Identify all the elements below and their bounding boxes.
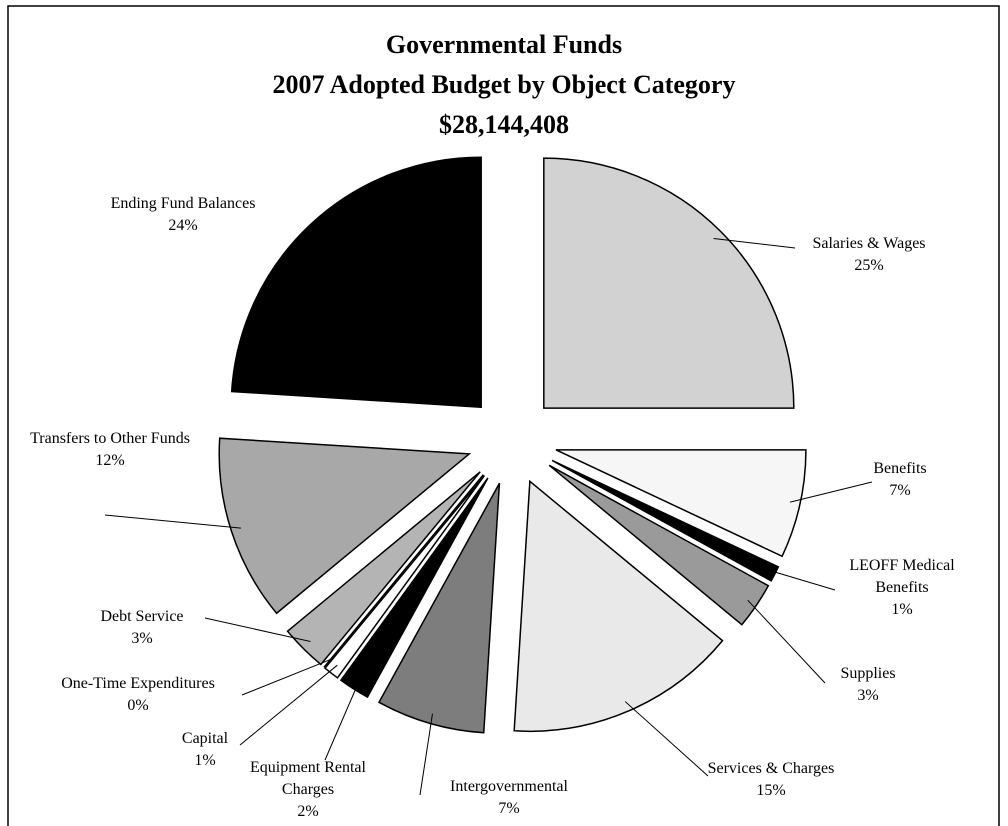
pie-slice [286, 471, 481, 666]
value-label: 12% [95, 452, 125, 469]
leader-line [419, 713, 433, 796]
leader-line [765, 568, 836, 591]
leader-line [104, 514, 241, 529]
pie-slice [324, 475, 486, 679]
pie-slice [377, 482, 501, 734]
pie-slice [339, 477, 489, 699]
frame [7, 5, 1000, 826]
category-label: LEOFF Medical Benefits [849, 557, 955, 596]
slice-label: Equipment Rental Charges 2% [238, 757, 378, 823]
value-label: 3% [857, 687, 879, 704]
category-label: Equipment Rental Charges [250, 759, 366, 798]
leader-line [747, 599, 826, 684]
slice-label: Capital 1% [155, 728, 255, 772]
pie-slice [555, 449, 807, 558]
category-label: One-Time Expenditures [61, 675, 215, 692]
value-label: 25% [854, 257, 884, 274]
slice-label: Salaries & Wages 25% [789, 233, 949, 277]
value-label: 15% [756, 782, 786, 799]
category-label: Capital [181, 730, 229, 747]
chart-title: Governmental Funds [385, 30, 623, 59]
pie-slice [543, 157, 795, 409]
pie-slice [230, 156, 482, 408]
value-label: 0% [127, 697, 149, 714]
slice-label: Debt Service 3% [72, 606, 212, 650]
slice-label: Intergovernmental 7% [419, 776, 599, 820]
slice-label: LEOFF Medical Benefits 1% [827, 555, 977, 621]
pie-slice [218, 437, 472, 615]
leader-line [241, 659, 331, 696]
total-annotation: $28,144,408 [439, 110, 569, 139]
slice-label: Services & Charges 15% [681, 758, 861, 802]
pie-slice [548, 464, 770, 626]
slice-label: Ending Fund Balances 24% [83, 193, 283, 237]
value-label: 7% [889, 482, 911, 499]
slice-label: Transfers to Other Funds 12% [20, 428, 200, 472]
category-label: Benefits [873, 460, 927, 477]
category-label: Services & Charges [707, 760, 835, 777]
slice-label: One-Time Expenditures 0% [28, 673, 248, 717]
category-label: Debt Service [100, 608, 184, 625]
category-label: Supplies [840, 665, 896, 682]
category-label: Ending Fund Balances [110, 195, 256, 212]
pie-slice [323, 474, 484, 668]
value-label: 24% [168, 217, 198, 234]
pie-slice [513, 479, 724, 733]
leader-line [713, 237, 796, 249]
value-label: 1% [891, 601, 913, 618]
value-label: 3% [131, 630, 153, 647]
slice-label: Supplies 3% [808, 663, 928, 707]
value-label: 2% [297, 803, 319, 820]
leader-line [624, 701, 709, 777]
leader-line [239, 664, 338, 746]
chart-subtitle: 2007 Adopted Budget by Object Category [272, 70, 736, 99]
category-label: Intergovernmental [450, 778, 568, 795]
category-label: Salaries & Wages [812, 235, 926, 252]
leader-line [324, 680, 360, 761]
value-label: 1% [194, 752, 216, 769]
category-label: Transfers to Other Funds [30, 430, 190, 447]
pie-slice [551, 459, 780, 582]
slice-label: Benefits 7% [840, 458, 960, 502]
leader-line [790, 481, 873, 503]
value-label: 7% [498, 800, 520, 817]
leader-line [204, 617, 311, 643]
